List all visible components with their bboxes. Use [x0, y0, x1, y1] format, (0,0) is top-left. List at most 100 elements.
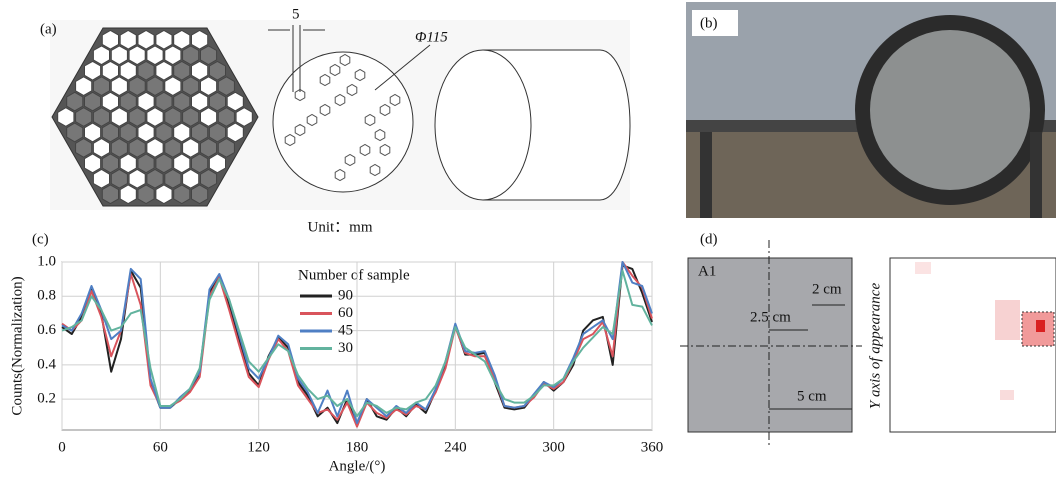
pitch-label: 5 — [292, 6, 300, 22]
hex-cell — [147, 108, 163, 127]
diameter-label: Φ115 — [415, 29, 448, 45]
hex-cell — [129, 139, 145, 158]
unit-label: Unit：mm — [307, 219, 372, 235]
hex-cell — [138, 61, 154, 80]
hex-cell — [102, 61, 118, 80]
panel-label: (a) — [40, 21, 57, 37]
heat-cell — [1000, 390, 1014, 400]
hex-cell — [201, 108, 217, 127]
hex-cell — [227, 123, 243, 142]
hex-cell — [102, 185, 118, 204]
panel-c: (c) Angle/(°) Counts(Normalization) Numb… — [9, 231, 663, 474]
hex-cell — [120, 123, 136, 142]
hex-cell — [120, 30, 136, 49]
hex-cell — [236, 108, 252, 127]
hex-cell — [93, 108, 109, 127]
y-axis-label: Y axis of appearance — [867, 283, 883, 410]
hex-cell — [138, 92, 154, 111]
hex-cell — [174, 30, 190, 49]
hex-cell — [209, 123, 225, 142]
y-tick-label: 1.0 — [37, 253, 56, 269]
hex-cell — [93, 139, 109, 158]
heat-peak — [1036, 320, 1045, 332]
hex-cell — [138, 154, 154, 173]
hex-cell — [120, 154, 136, 173]
x-tick-label: 0 — [58, 439, 66, 455]
hex-cell — [129, 46, 145, 65]
panel-b: (b) — [686, 2, 1056, 218]
hex-cell — [138, 185, 154, 204]
hex-cell — [165, 108, 181, 127]
hex-cell — [138, 30, 154, 49]
hex-cell — [156, 154, 172, 173]
photo-leg — [1030, 132, 1042, 218]
legend-label: 45 — [338, 322, 353, 338]
y-tick-label: 0.4 — [37, 356, 56, 372]
hex-cell — [67, 92, 83, 111]
hex-cell — [209, 61, 225, 80]
hex-cell — [174, 61, 190, 80]
hex-cell — [102, 154, 118, 173]
legend-label: 60 — [338, 305, 353, 321]
panel-a: (a) 5 Φ115 Unit：mm — [40, 6, 630, 235]
hex-cell — [147, 170, 163, 189]
legend-title: Number of sample — [298, 267, 410, 283]
hex-cell — [165, 139, 181, 158]
hex-cell — [209, 154, 225, 173]
hex-cell — [129, 77, 145, 96]
x-tick-label: 240 — [444, 439, 467, 455]
hex-cell — [227, 92, 243, 111]
x-tick-label: 60 — [153, 439, 168, 455]
panel-label: (c) — [32, 231, 49, 247]
hex-cell — [76, 77, 92, 96]
hex-cell — [174, 185, 190, 204]
hex-cell — [120, 92, 136, 111]
hex-cell — [201, 170, 217, 189]
dim-label: 2 cm — [812, 281, 842, 297]
hex-cell — [183, 77, 199, 96]
cylinder-face — [435, 50, 531, 200]
panel-label: (b) — [700, 15, 718, 31]
hex-cell — [192, 123, 208, 142]
hex-cell — [85, 92, 101, 111]
hex-cell — [147, 77, 163, 96]
hex-cell — [183, 108, 199, 127]
y-tick-label: 0.2 — [37, 391, 56, 407]
hex-cell — [156, 92, 172, 111]
hex-cell — [147, 139, 163, 158]
heat-cell — [915, 262, 931, 274]
panel-label: (d) — [700, 231, 718, 247]
hex-cell — [138, 123, 154, 142]
figure: (a) 5 Φ115 Unit：mm (b) (c) Angle/(°) Cou… — [0, 0, 1056, 479]
hex-cell — [85, 61, 101, 80]
hex-cell — [165, 77, 181, 96]
hex-cell — [93, 77, 109, 96]
hex-cell — [218, 139, 234, 158]
hex-cell — [192, 92, 208, 111]
hex-cell — [192, 30, 208, 49]
hex-cell — [147, 46, 163, 65]
hex-cell — [111, 108, 127, 127]
hex-cell — [111, 46, 127, 65]
hex-cell — [192, 61, 208, 80]
hex-cell — [111, 139, 127, 158]
panel-d: (d) A1 2 cm 2.5 cm 5 cm Y axis of appear… — [680, 231, 1056, 445]
hex-cell — [67, 123, 83, 142]
hex-cell — [120, 185, 136, 204]
hex-cell — [192, 185, 208, 204]
x-axis-label: Angle/(°) — [329, 458, 386, 474]
drum-face — [870, 30, 1030, 190]
photo-leg — [700, 132, 712, 218]
x-tick-label: 180 — [346, 439, 369, 455]
x-tick-label: 360 — [641, 439, 664, 455]
hex-cell — [85, 154, 101, 173]
hex-cell — [183, 139, 199, 158]
hex-cell — [111, 170, 127, 189]
hex-cell — [76, 108, 92, 127]
hex-cell — [156, 123, 172, 142]
hex-cell — [174, 92, 190, 111]
hex-cell — [102, 123, 118, 142]
hex-cell — [218, 108, 234, 127]
legend-label: 90 — [338, 287, 353, 303]
y-tick-label: 0.8 — [37, 288, 56, 304]
